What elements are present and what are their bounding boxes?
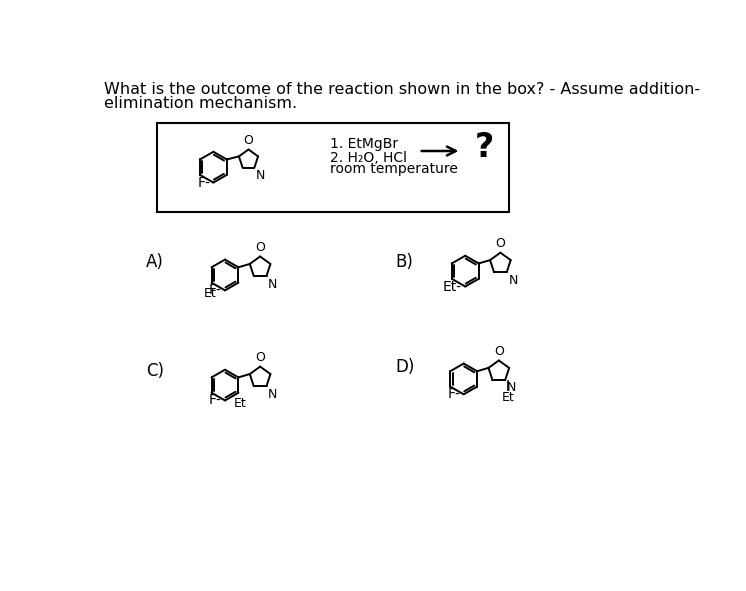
Text: Et-: Et- [443, 280, 463, 294]
Text: F-: F- [198, 176, 210, 190]
Text: elimination mechanism.: elimination mechanism. [104, 96, 297, 111]
Text: Et: Et [204, 287, 216, 300]
Text: A): A) [146, 253, 164, 271]
Text: B): B) [395, 253, 413, 271]
Text: F-: F- [209, 283, 222, 297]
Text: Et: Et [233, 397, 246, 410]
Text: N: N [508, 274, 518, 287]
Text: room temperature: room temperature [330, 163, 457, 177]
Text: C): C) [146, 362, 164, 380]
Text: D): D) [395, 358, 415, 376]
Text: N: N [268, 388, 278, 401]
Text: O: O [494, 345, 504, 358]
Text: 2. H₂O, HCl: 2. H₂O, HCl [330, 151, 407, 165]
Text: O: O [255, 351, 265, 364]
Text: F-: F- [448, 387, 460, 401]
Text: What is the outcome of the reaction shown in the box? - Assume addition-: What is the outcome of the reaction show… [104, 82, 700, 97]
Text: O: O [255, 241, 265, 254]
Text: N: N [256, 169, 266, 182]
Text: F-: F- [209, 394, 222, 407]
Text: 1. EtMgBr: 1. EtMgBr [330, 137, 398, 151]
Text: Et: Et [502, 391, 515, 404]
Text: N: N [507, 381, 516, 394]
Text: ?: ? [475, 131, 495, 164]
Text: O: O [495, 238, 505, 251]
Text: O: O [243, 134, 254, 147]
Bar [157, 124, 510, 212]
Text: N: N [268, 278, 278, 291]
